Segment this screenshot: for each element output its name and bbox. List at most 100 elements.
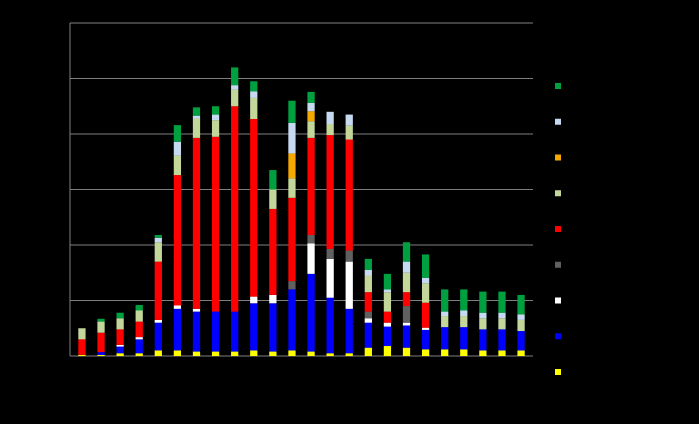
bar-segment — [307, 351, 315, 356]
bar-segment — [402, 242, 411, 262]
bar-segment — [479, 291, 487, 313]
bar-segment — [364, 318, 372, 323]
bar-segment — [441, 327, 449, 350]
bar-segment — [116, 318, 124, 330]
bar-segment — [135, 337, 143, 340]
bar-segment — [498, 312, 506, 319]
legend-marker — [555, 118, 561, 125]
legend-marker — [555, 333, 561, 340]
bar-segment — [211, 311, 220, 352]
bar-segment — [192, 137, 201, 309]
bar-segment — [211, 120, 220, 137]
bar-segment — [364, 275, 372, 293]
bar-segment — [402, 272, 411, 293]
bar-segment — [250, 91, 258, 98]
bar-segment — [498, 329, 506, 351]
bar-segment — [173, 350, 182, 356]
bar-segment — [479, 329, 487, 351]
bar-segment — [517, 294, 525, 315]
bar-segment — [479, 312, 487, 319]
bar-segment — [421, 302, 430, 328]
bar-segment — [250, 296, 258, 304]
bar-segment — [154, 350, 162, 356]
bar-segment — [364, 258, 372, 270]
bar-segment — [383, 289, 392, 293]
bar-segment — [402, 322, 411, 326]
bar-segment — [364, 269, 372, 276]
bar-segment — [231, 106, 239, 312]
bar-segment — [441, 289, 449, 312]
bar-segment — [78, 354, 86, 356]
bar-segment — [116, 344, 124, 347]
bar-segment — [517, 319, 525, 332]
bar-segment — [421, 349, 430, 356]
bar-segment — [441, 311, 449, 317]
bar-segment — [307, 111, 315, 122]
bar-segment — [326, 297, 334, 354]
bar-segment — [269, 303, 277, 352]
bar-segment — [345, 139, 353, 251]
legend-marker — [555, 297, 561, 304]
bar-segment — [97, 321, 105, 333]
bar-segment — [97, 332, 105, 353]
bar-segment — [192, 351, 201, 356]
bar-segment — [231, 67, 239, 86]
bar-segment — [269, 351, 277, 356]
bar-segment — [288, 153, 296, 179]
bar-segment — [135, 310, 143, 322]
bar-segment — [402, 261, 411, 273]
bar-segment — [135, 304, 143, 311]
bar-segment — [192, 115, 201, 119]
bar-segment — [326, 353, 334, 356]
legend-marker — [555, 83, 561, 89]
bar-segment — [364, 322, 372, 348]
bar-segment — [345, 353, 353, 356]
bar-segment — [288, 100, 296, 123]
bar-segment — [383, 326, 392, 347]
bar-segment — [135, 339, 143, 354]
bar-segment — [479, 318, 487, 330]
bar-segment — [421, 329, 430, 350]
legend-marker — [555, 190, 561, 197]
bar-segment — [192, 311, 201, 352]
bar-segment — [498, 350, 506, 356]
bar-segment — [116, 312, 124, 319]
bar-segment — [460, 327, 468, 350]
bar-segment — [78, 328, 86, 340]
bar-segment — [211, 106, 220, 115]
bar-segment — [154, 237, 162, 243]
bar-segment — [154, 261, 162, 320]
bar-segment — [173, 308, 182, 351]
bar-segment — [383, 311, 392, 323]
bar-segment — [173, 305, 182, 309]
bar-segment — [498, 318, 506, 330]
bar-segment — [250, 81, 258, 92]
bar-segment — [383, 346, 392, 356]
bar-segment — [421, 283, 430, 303]
bar-segment — [288, 289, 296, 351]
bar-segment — [250, 350, 258, 356]
bar-segment — [135, 353, 143, 356]
bar-segment — [326, 135, 334, 249]
bar-segment — [479, 350, 487, 356]
bar-segment — [154, 235, 162, 238]
bar-segment — [460, 310, 468, 317]
bar-segment — [231, 89, 239, 107]
bar-segment — [288, 178, 296, 198]
bar-segment — [421, 254, 430, 278]
bar-segment — [307, 137, 315, 236]
bar-segment — [97, 352, 105, 355]
gridlines — [70, 22, 533, 301]
bar-segment — [460, 316, 468, 328]
bar-segment — [288, 281, 296, 290]
bar-segment — [517, 314, 525, 320]
bar-segment — [211, 114, 220, 121]
bar-segment — [441, 316, 449, 328]
bar-segment — [326, 258, 334, 298]
bar-segment — [231, 351, 239, 356]
bar-segment — [326, 111, 334, 125]
bar-segment — [173, 141, 182, 156]
bar-segment — [402, 347, 411, 356]
bar-segment — [154, 322, 162, 351]
